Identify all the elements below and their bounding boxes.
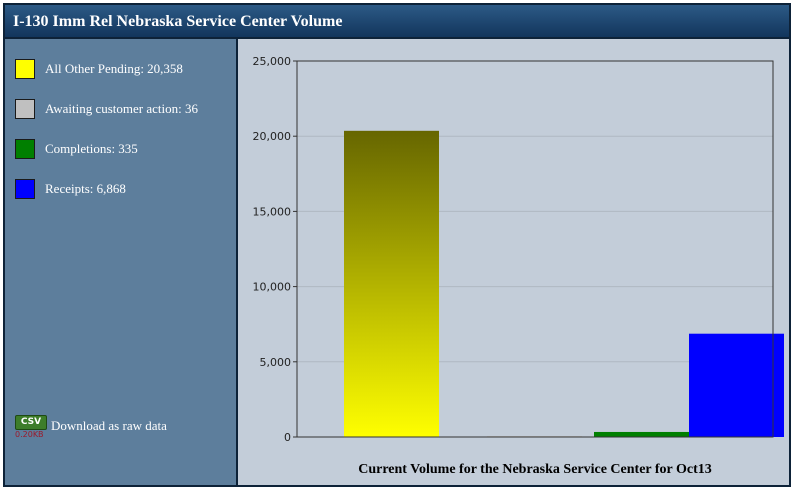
- legend-item-all-other-pending[interactable]: All Other Pending: 20,358: [15, 58, 183, 80]
- chart-title: Current Volume for the Nebraska Service …: [358, 462, 712, 477]
- bar-all-other-pending[interactable]: [344, 130, 439, 437]
- bar-receipts[interactable]: [689, 333, 784, 437]
- legend-label: Awaiting customer action: 36: [45, 101, 198, 116]
- legend-swatch-green: [15, 139, 35, 159]
- plot-panel: 0 5,000 10,000 15,000 20,000 25,000 Current V…: [238, 39, 789, 485]
- csv-file-size: 0.20KB: [15, 430, 44, 439]
- legend-item-completions[interactable]: Completions: 335: [15, 138, 138, 160]
- y-tick-label: 5,000: [260, 356, 292, 369]
- y-tick-label: 20,000: [253, 130, 292, 143]
- y-tick-label: 25,000: [253, 55, 292, 68]
- legend-item-awaiting-customer-action[interactable]: Awaiting customer action: 36: [15, 98, 198, 120]
- download-label[interactable]: Download as raw data: [51, 418, 167, 433]
- window-title: I-130 Imm Rel Nebraska Service Center Vo…: [5, 5, 789, 39]
- bar-completions[interactable]: [594, 431, 689, 437]
- legend-panel: All Other Pending: 20,358 Awaiting custo…: [5, 39, 238, 485]
- chart-window: I-130 Imm Rel Nebraska Service Center Vo…: [3, 3, 791, 487]
- download-raw-data-link[interactable]: CSV 0.20KB Download as raw data: [15, 415, 167, 439]
- y-tick-label: 0: [284, 431, 291, 444]
- legend-swatch-gray: [15, 99, 35, 119]
- legend-swatch-blue: [15, 179, 35, 199]
- csv-badge: CSV: [15, 415, 47, 430]
- legend-swatch-yellow: [15, 59, 35, 79]
- y-axis: 0 5,000 10,000 15,000 20,000 25,000: [253, 55, 774, 444]
- legend-label: Receipts: 6,868: [45, 181, 126, 196]
- legend-label: Completions: 335: [45, 141, 138, 156]
- y-tick-label: 15,000: [253, 205, 292, 218]
- bar-chart: 0 5,000 10,000 15,000 20,000 25,000 Current V…: [253, 55, 784, 477]
- y-tick-label: 10,000: [253, 281, 292, 294]
- legend-label: All Other Pending: 20,358: [45, 61, 183, 76]
- plot-frame: [296, 60, 774, 438]
- legend-item-receipts[interactable]: Receipts: 6,868: [15, 178, 126, 200]
- csv-icon[interactable]: CSV 0.20KB: [15, 415, 47, 439]
- bars: [344, 130, 784, 437]
